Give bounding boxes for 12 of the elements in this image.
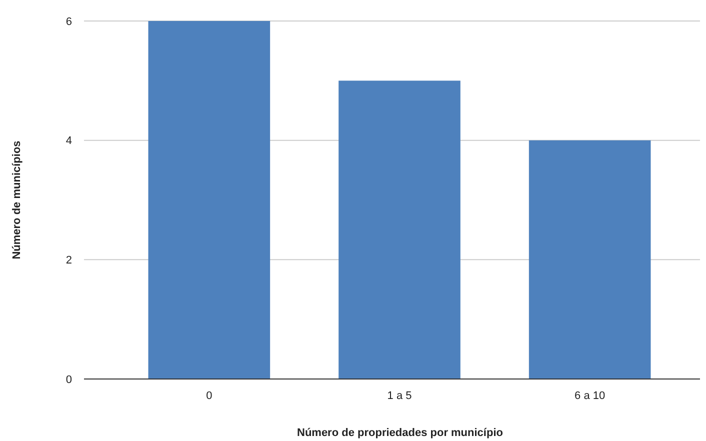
y-axis-title: Número de municípios	[11, 140, 23, 260]
bar	[528, 140, 651, 379]
y-tick-label: 4	[66, 135, 72, 148]
y-tick-label: 6	[66, 16, 72, 28]
x-tick-label: 0	[206, 390, 212, 402]
y-tick-label: 2	[66, 254, 72, 267]
bar	[338, 80, 460, 379]
x-tick-label: 6 a 10	[574, 390, 606, 402]
bar	[148, 21, 270, 379]
y-tick-label: 0	[66, 374, 72, 386]
x-axis-title: Número de propriedades por município	[297, 427, 504, 439]
x-tick-label: 1 a 5	[387, 390, 412, 402]
